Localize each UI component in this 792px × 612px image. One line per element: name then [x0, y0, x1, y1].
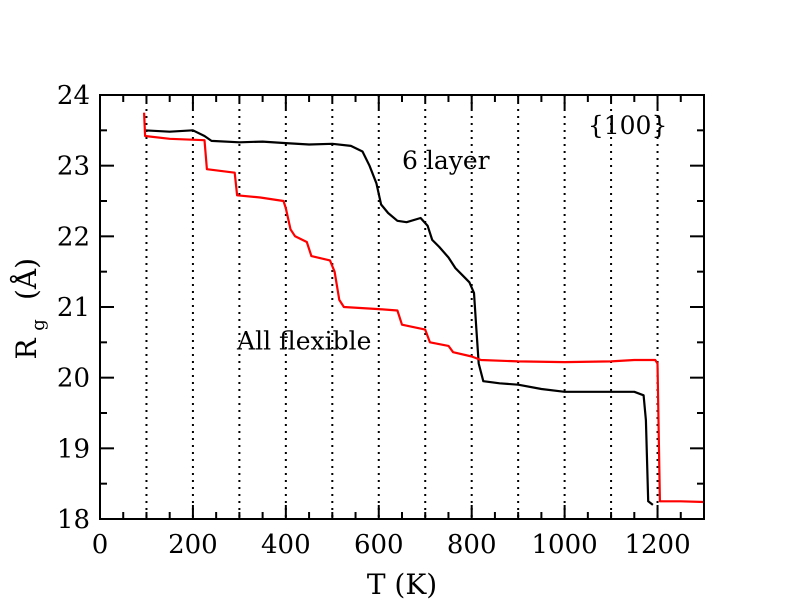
y-tick-label-22: 22 — [57, 222, 90, 252]
y-tick-label-21: 21 — [57, 293, 90, 323]
series-line-1 — [144, 129, 654, 506]
x-tick-label-200: 200 — [168, 530, 218, 560]
x-tick-label-1200: 1200 — [624, 530, 690, 560]
y-tick-label-23: 23 — [57, 152, 90, 182]
y-tick-label-19: 19 — [57, 434, 90, 464]
y-axis-title-main: R — [10, 338, 43, 360]
y-tick-label-24: 24 — [57, 81, 90, 111]
x-tick-label-0: 0 — [92, 530, 109, 560]
x-tick-label-400: 400 — [261, 530, 311, 560]
annotation-layer: {100} 6 layer All flexible — [236, 111, 667, 356]
y-tick-label-20: 20 — [57, 364, 90, 394]
x-tick-label-800: 800 — [447, 530, 497, 560]
series-layer — [143, 112, 705, 506]
y-axis-title-unit: (Å) — [10, 258, 43, 300]
tick-layer: 0 200 400 600 800 1000 1200 18 19 20 21 22 23 24 — [57, 81, 704, 560]
y-tick-label-18: 18 — [57, 505, 90, 535]
grid-layer — [145, 95, 659, 519]
annotation-1: {100} — [588, 111, 668, 140]
annotation-3: All flexible — [236, 326, 371, 355]
y-axis-title-subscript: g — [28, 319, 49, 331]
y-axis-title: R g (Å) — [10, 258, 49, 360]
series-line-2 — [143, 112, 705, 504]
x-axis-title: T (K) — [367, 568, 437, 601]
annotation-2: 6 layer — [402, 146, 490, 175]
x-tick-label-1000: 1000 — [532, 530, 598, 560]
x-tick-label-600: 600 — [354, 530, 404, 560]
